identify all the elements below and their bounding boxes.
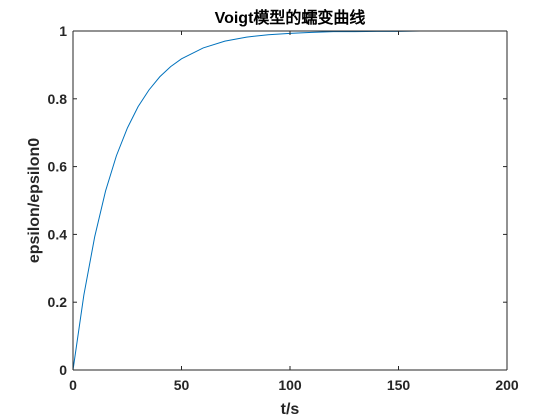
plot-area [73, 31, 507, 370]
x-axis-ticks: 0 50 100 150 200 [69, 31, 519, 393]
y-tick-label: 0.6 [48, 159, 68, 175]
y-tick-label: 0.2 [48, 294, 68, 310]
x-tick-label: 200 [495, 377, 519, 393]
y-tick-label: 1 [59, 23, 67, 39]
chart-title: Voigt模型的蠕变曲线 [215, 8, 366, 27]
y-axis-label: epsilon/epsilon0 [26, 138, 43, 263]
x-axis-label: t/s [281, 401, 300, 418]
x-tick-label: 100 [278, 377, 302, 393]
y-tick-label: 0 [59, 362, 67, 378]
y-tick-label: 0.4 [48, 226, 68, 242]
x-tick-label: 0 [69, 377, 77, 393]
x-tick-label: 150 [387, 377, 411, 393]
y-axis-ticks: 0 0.2 0.4 0.6 0.8 1 [48, 23, 507, 378]
y-tick-label: 0.8 [48, 91, 68, 107]
x-tick-label: 50 [174, 377, 190, 393]
